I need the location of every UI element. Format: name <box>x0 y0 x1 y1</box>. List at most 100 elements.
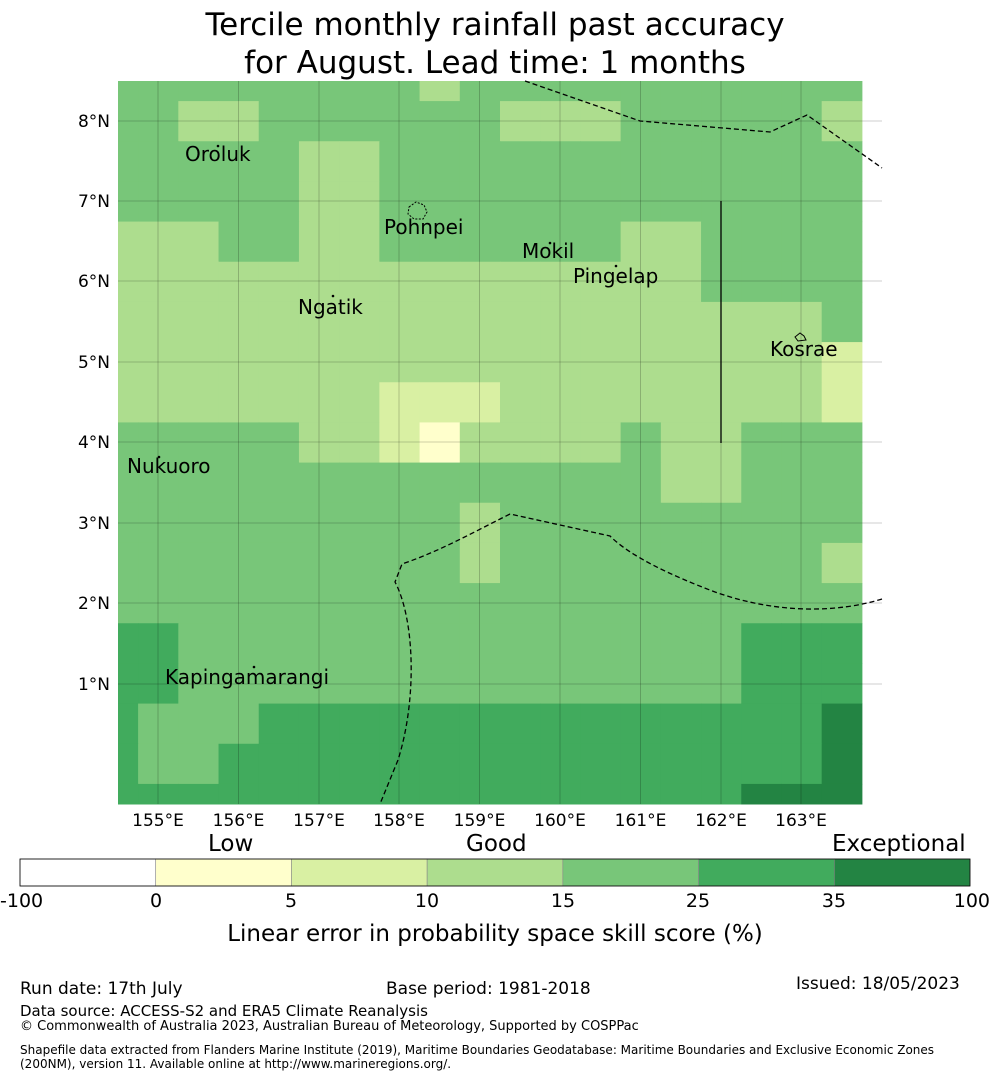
grid-cell <box>660 422 702 464</box>
colorbar-swatch <box>562 858 699 887</box>
grid-cell <box>118 382 139 423</box>
chart-title-line-1: Tercile monthly rainfall past accuracy <box>205 7 785 43</box>
grid-cell <box>138 301 179 343</box>
colorbar-tick-label: 15 <box>550 890 576 912</box>
grid-cell <box>821 221 863 263</box>
grid-cell <box>500 81 541 102</box>
grid-cell <box>298 623 340 664</box>
islands <box>157 144 807 669</box>
grid-cell <box>580 422 622 464</box>
grid-cell <box>701 703 742 745</box>
grid-cell <box>781 181 823 223</box>
colorbar-tick-label: 25 <box>685 890 711 912</box>
grid-cell <box>821 703 863 745</box>
grid-cell <box>298 181 340 223</box>
x-tick-label: 157°E <box>293 811 345 831</box>
grid-cell <box>540 783 581 805</box>
grid-cell <box>701 81 742 102</box>
x-tick-label: 163°E <box>775 811 827 831</box>
place-label-kosrae: Kosrae <box>770 337 838 361</box>
grid-cell <box>218 743 260 785</box>
grid-cell <box>620 342 662 383</box>
grid-cell <box>419 101 461 142</box>
grid-cell <box>821 101 863 142</box>
grid-cell <box>339 261 380 303</box>
grid-cell <box>741 141 782 182</box>
grid-cell <box>660 663 702 705</box>
pohnpei-island <box>407 201 428 220</box>
grid-cell <box>138 462 179 504</box>
colorbar-title: Linear error in probability space skill … <box>227 921 763 947</box>
grid-cell <box>178 462 220 504</box>
colorbar-tick-label: 100 <box>953 890 990 912</box>
grid-cell <box>459 382 501 423</box>
shapefile-credit-line-1: Shapefile data extracted from Flanders M… <box>20 1043 935 1057</box>
grid-cell <box>118 623 139 664</box>
x-tick-label: 162°E <box>695 811 747 831</box>
colorbar-swatch <box>426 858 564 887</box>
shapefile-credit-line-2: (200NM), version 11. Available online at… <box>20 1057 452 1071</box>
grid-cell <box>258 462 300 504</box>
grid-cell <box>580 502 622 544</box>
grid-cell <box>118 221 139 263</box>
grid-cell <box>379 502 421 544</box>
grid-cell <box>218 462 260 504</box>
grid-cell <box>218 141 260 182</box>
grid-cell <box>620 141 662 182</box>
grid-cell <box>781 301 823 343</box>
grid-cell <box>379 703 421 745</box>
grid-cell <box>218 81 260 102</box>
y-tick-label: 4°N <box>78 433 110 453</box>
grid-cell <box>540 502 581 544</box>
grid-cell <box>540 141 581 182</box>
place-label-ngatik: Ngatik <box>298 295 363 319</box>
grid-cell <box>620 261 662 303</box>
grid-cell <box>741 221 782 263</box>
grid-cell <box>178 261 220 303</box>
grid-cell <box>138 342 179 383</box>
grid-cell <box>178 703 220 745</box>
place-label-pingelap: Pingelap <box>573 264 658 288</box>
grid-cell <box>298 783 340 805</box>
grid-cell <box>339 101 380 142</box>
grid-cell <box>500 342 541 383</box>
grid-cell <box>821 81 863 102</box>
grid-cell <box>660 783 702 805</box>
grid-cell <box>218 221 260 263</box>
grid-cell <box>781 462 823 504</box>
grid-cell <box>781 663 823 705</box>
grid-cell <box>500 783 541 805</box>
grid-cell <box>701 743 742 785</box>
eez-boundary-south-arc <box>379 513 883 805</box>
grid-cell <box>419 181 461 223</box>
grid-cell <box>258 583 300 624</box>
grid-cell <box>118 141 139 182</box>
grid-cell <box>379 462 421 504</box>
grid-cell <box>258 181 300 223</box>
grid-cell <box>781 743 823 785</box>
grid-cell <box>620 663 662 705</box>
grid-cell <box>781 81 823 102</box>
colorbar-swatch <box>19 858 157 887</box>
grid-cell <box>419 542 461 584</box>
grid-cell <box>118 783 139 805</box>
x-tick-label: 160°E <box>534 811 586 831</box>
grid-cell <box>580 663 622 705</box>
grid-cell <box>178 101 220 142</box>
grid-cell <box>620 783 662 805</box>
grid-cell <box>339 542 380 584</box>
grid-cell <box>178 221 220 263</box>
run-date: Run date: 17th July <box>20 979 183 999</box>
grid-cell <box>419 81 461 102</box>
grid-cell <box>741 743 782 785</box>
colorbar-category-exceptional: Exceptional <box>832 831 966 857</box>
grid-cell <box>580 342 622 383</box>
grid-cell <box>781 623 823 664</box>
grid-cell <box>580 703 622 745</box>
grid-cell <box>540 583 581 624</box>
grid-cell <box>419 743 461 785</box>
grid-cell <box>620 703 662 745</box>
grid-cell <box>620 181 662 223</box>
grid-cell <box>379 101 421 142</box>
grid-cell <box>741 623 782 664</box>
